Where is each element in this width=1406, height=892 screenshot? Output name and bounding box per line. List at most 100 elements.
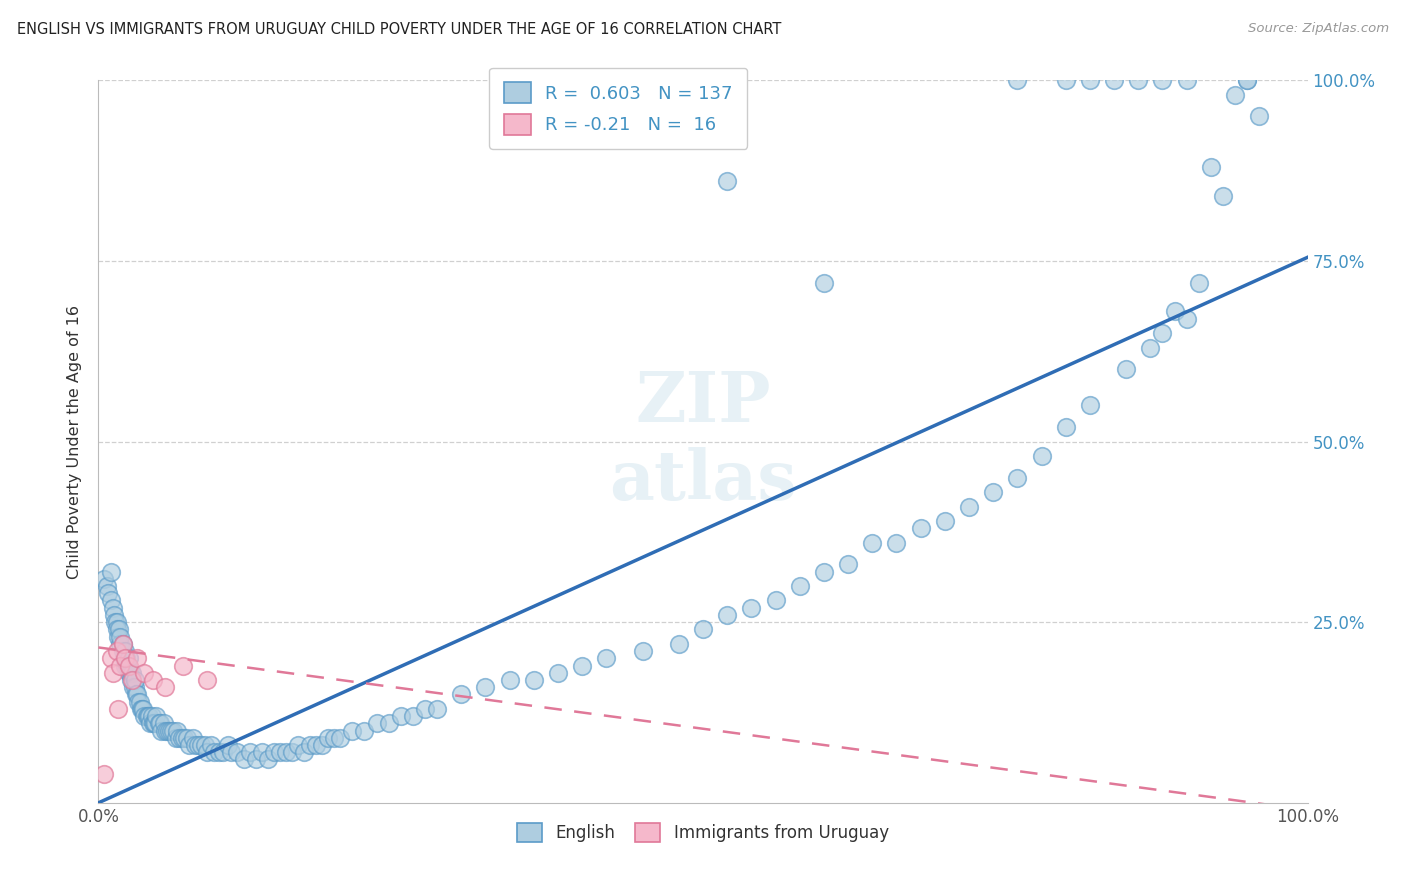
Point bbox=[1007, 73, 1029, 87]
Point bbox=[114, 651, 136, 665]
Point bbox=[114, 658, 136, 673]
Text: Source: ZipAtlas.com: Source: ZipAtlas.com bbox=[1249, 22, 1389, 36]
Point bbox=[104, 615, 127, 630]
Point bbox=[111, 644, 134, 658]
Point bbox=[100, 565, 122, 579]
Point bbox=[101, 665, 124, 680]
Point bbox=[934, 514, 956, 528]
Point bbox=[179, 738, 201, 752]
Point bbox=[299, 738, 322, 752]
Point bbox=[523, 673, 546, 687]
Point bbox=[157, 723, 180, 738]
Point bbox=[474, 680, 496, 694]
Text: ZIP
atlas: ZIP atlas bbox=[609, 369, 797, 514]
Point bbox=[263, 745, 285, 759]
Point bbox=[114, 644, 136, 658]
Point bbox=[176, 731, 198, 745]
Point bbox=[1031, 449, 1053, 463]
Point bbox=[195, 673, 218, 687]
Point bbox=[172, 658, 194, 673]
Point bbox=[195, 745, 218, 759]
Point bbox=[716, 174, 738, 188]
Point bbox=[127, 695, 149, 709]
Point bbox=[134, 709, 156, 723]
Point bbox=[184, 738, 207, 752]
Point bbox=[226, 745, 249, 759]
Point bbox=[100, 651, 122, 665]
Point bbox=[1249, 110, 1271, 124]
Point bbox=[107, 702, 129, 716]
Point bbox=[311, 738, 333, 752]
Point bbox=[402, 709, 425, 723]
Point bbox=[142, 673, 165, 687]
Point bbox=[239, 745, 262, 759]
Point bbox=[150, 723, 173, 738]
Point bbox=[173, 731, 195, 745]
Point bbox=[595, 651, 617, 665]
Point bbox=[981, 485, 1004, 500]
Point bbox=[287, 738, 309, 752]
Point bbox=[160, 723, 183, 738]
Point bbox=[170, 731, 193, 745]
Point bbox=[162, 723, 184, 738]
Point bbox=[498, 673, 520, 687]
Point bbox=[1054, 420, 1077, 434]
Point bbox=[194, 738, 217, 752]
Point bbox=[97, 586, 120, 600]
Point bbox=[1175, 311, 1198, 326]
Point bbox=[212, 745, 235, 759]
Point bbox=[100, 593, 122, 607]
Point bbox=[139, 716, 162, 731]
Point bbox=[1199, 160, 1222, 174]
Point bbox=[131, 702, 153, 716]
Point bbox=[1078, 398, 1101, 412]
Point bbox=[190, 738, 212, 752]
Point bbox=[204, 745, 226, 759]
Point bbox=[217, 738, 239, 752]
Point bbox=[886, 535, 908, 549]
Point bbox=[208, 745, 231, 759]
Point bbox=[120, 673, 142, 687]
Point bbox=[413, 702, 436, 716]
Point bbox=[1115, 362, 1137, 376]
Point bbox=[108, 637, 131, 651]
Point bbox=[1212, 189, 1234, 203]
Point bbox=[765, 593, 787, 607]
Point bbox=[111, 637, 134, 651]
Point bbox=[117, 658, 139, 673]
Point bbox=[1152, 73, 1174, 87]
Point bbox=[187, 738, 209, 752]
Point bbox=[93, 572, 115, 586]
Point bbox=[353, 723, 375, 738]
Point bbox=[813, 276, 835, 290]
Point bbox=[342, 723, 364, 738]
Point bbox=[115, 651, 138, 665]
Point bbox=[274, 745, 297, 759]
Point bbox=[571, 658, 593, 673]
Point bbox=[125, 687, 148, 701]
Point bbox=[143, 716, 166, 731]
Point bbox=[138, 709, 160, 723]
Point bbox=[316, 731, 339, 745]
Point bbox=[118, 651, 141, 665]
Point bbox=[107, 630, 129, 644]
Point bbox=[129, 702, 152, 716]
Point bbox=[200, 738, 222, 752]
Point bbox=[232, 752, 254, 766]
Legend: English, Immigrants from Uruguay: English, Immigrants from Uruguay bbox=[510, 816, 896, 848]
Point bbox=[135, 709, 157, 723]
Point bbox=[1163, 304, 1185, 318]
Point bbox=[118, 658, 141, 673]
Point bbox=[145, 709, 167, 723]
Point bbox=[269, 745, 291, 759]
Y-axis label: Child Poverty Under the Age of 16: Child Poverty Under the Age of 16 bbox=[67, 304, 83, 579]
Point bbox=[837, 558, 859, 572]
Point bbox=[149, 716, 172, 731]
Point bbox=[121, 673, 143, 687]
Point bbox=[740, 600, 762, 615]
Point bbox=[221, 745, 243, 759]
Point bbox=[108, 623, 131, 637]
Point bbox=[789, 579, 811, 593]
Point bbox=[292, 745, 315, 759]
Point bbox=[141, 709, 163, 723]
